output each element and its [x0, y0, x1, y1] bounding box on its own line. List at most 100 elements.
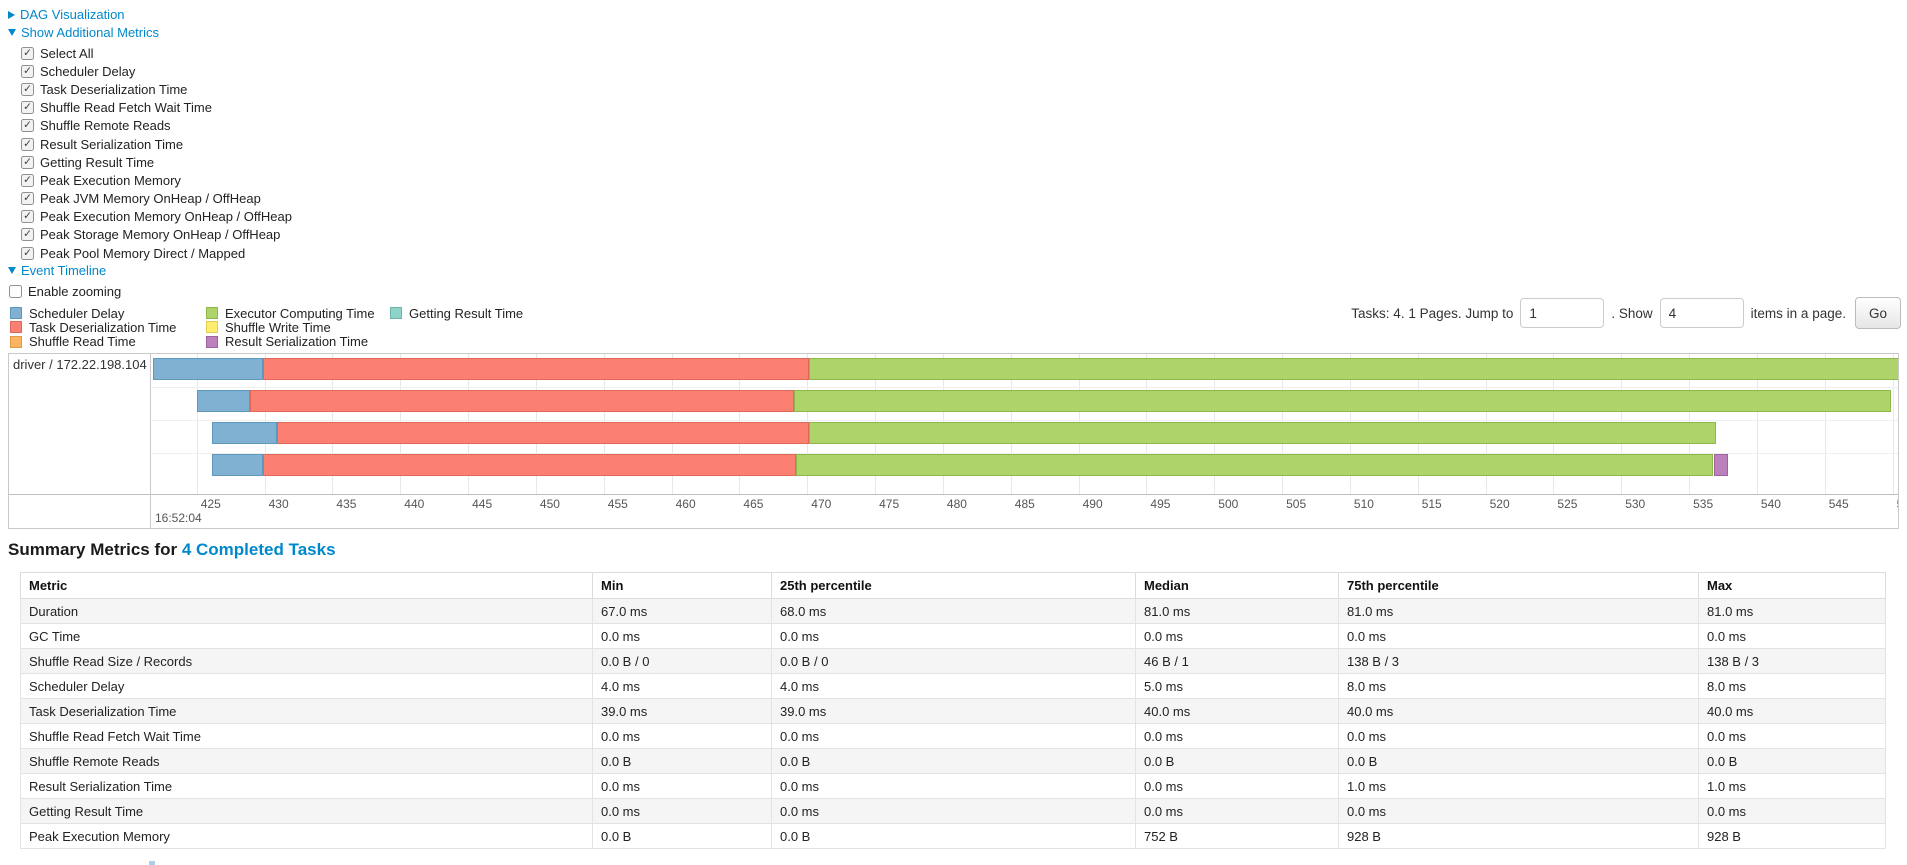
- metric-value-cell: 40.0 ms: [1338, 698, 1699, 724]
- axis-tick-label: 435: [336, 497, 357, 511]
- metric-value-cell: 0.0 B / 0: [771, 648, 1136, 674]
- metric-checkbox[interactable]: ✓: [21, 137, 34, 151]
- metric-value-cell: 0.0 ms: [1338, 623, 1699, 649]
- metric-checkbox[interactable]: ✓: [21, 101, 34, 115]
- metric-checkbox[interactable]: ✓: [21, 228, 34, 242]
- metric-checkbox-row[interactable]: ✓ Scheduler Delay: [21, 62, 292, 80]
- axis-tick-label: 500: [1218, 497, 1239, 511]
- metric-name-cell: Peak Execution Memory: [20, 823, 593, 849]
- legend-swatch-icon: [206, 307, 218, 320]
- result-serialization-segment: [1713, 454, 1729, 476]
- metric-name-cell: Shuffle Remote Reads: [20, 748, 593, 774]
- metric-checkbox-row[interactable]: ✓ Result Serialization Time: [21, 135, 292, 153]
- metric-checkbox-row[interactable]: ✓ Peak Storage Memory OnHeap / OffHeap: [21, 226, 292, 244]
- metric-checkbox-label: Result Serialization Time: [40, 136, 184, 152]
- metric-checkbox-label: Shuffle Remote Reads: [40, 118, 171, 134]
- metric-value-cell: 68.0 ms: [771, 598, 1136, 624]
- summary-table-row: Peak Execution Memory 0.0 B 0.0 B 752 B 928 …: [20, 823, 1886, 849]
- metric-value-cell: 4.0 ms: [592, 673, 772, 699]
- executor-computing-segment: [808, 358, 1898, 380]
- metric-checkbox-row[interactable]: ✓ Select All: [21, 44, 292, 62]
- metric-checkbox-row[interactable]: ✓ Peak Pool Memory Direct / Mapped: [21, 244, 292, 262]
- completed-tasks-link[interactable]: 4 Completed Tasks: [181, 540, 336, 559]
- metric-checkbox-row[interactable]: ✓ Shuffle Read Fetch Wait Time: [21, 99, 292, 117]
- metric-value-cell: 0.0 ms: [592, 623, 772, 649]
- metric-checkbox-label: Peak Pool Memory Direct / Mapped: [40, 245, 246, 261]
- summary-table-row: Shuffle Remote Reads 0.0 B 0.0 B 0.0 B 0.0 B…: [20, 748, 1886, 774]
- collapsed-arrow-icon: [8, 10, 15, 19]
- metric-checkbox[interactable]: ✓: [21, 64, 34, 78]
- metric-checkbox-row[interactable]: ✓ Task Deserialization Time: [21, 80, 292, 98]
- legend-label: Shuffle Read Time: [29, 334, 136, 350]
- metric-checkbox-label: Shuffle Read Fetch Wait Time: [40, 100, 212, 116]
- event-timeline-toggle[interactable]: Event Timeline: [8, 263, 106, 278]
- metric-checkbox-row[interactable]: ✓ Peak JVM Memory OnHeap / OffHeap: [21, 190, 292, 208]
- summary-column-header: 75th percentile: [1338, 572, 1699, 599]
- axis-tick-label: 465: [743, 497, 764, 511]
- metric-checkbox-label: Task Deserialization Time: [40, 81, 188, 97]
- axis-tick-label: 485: [1014, 497, 1035, 511]
- axis-gridline: [1756, 354, 1758, 494]
- summary-column-header: Max: [1698, 572, 1886, 599]
- metric-value-cell: 0.0 ms: [592, 723, 772, 749]
- event-timeline-label: Event Timeline: [21, 263, 107, 278]
- metric-value-cell: 40.0 ms: [1698, 698, 1886, 724]
- metric-checkbox-row[interactable]: ✓ Peak Execution Memory: [21, 171, 292, 189]
- metric-checkbox[interactable]: ✓: [21, 46, 34, 60]
- metric-value-cell: 0.0 ms: [771, 623, 1136, 649]
- metric-checkbox[interactable]: ✓: [21, 246, 34, 260]
- metric-checkbox[interactable]: ✓: [21, 82, 34, 96]
- executor-label-column: driver / 172.22.198.104: [9, 354, 151, 528]
- legend-label: Task Deserialization Time: [29, 319, 177, 335]
- scheduler-delay-segment: [211, 454, 264, 476]
- legend-label: Shuffle Write Time: [225, 319, 331, 335]
- axis-tick-label: 430: [268, 497, 289, 511]
- metric-value-cell: 0.0 B: [592, 823, 772, 849]
- metric-value-cell: 0.0 B: [771, 748, 1136, 774]
- expanded-arrow-icon: [8, 267, 16, 274]
- legend-item: Shuffle Read Time: [10, 334, 206, 349]
- axis-tick-label: 525: [1557, 497, 1578, 511]
- summary-column-header: Min: [592, 572, 772, 599]
- legend-swatch-icon: [206, 335, 218, 348]
- metric-checkbox-row[interactable]: ✓ Shuffle Remote Reads: [21, 117, 292, 135]
- axis-tick-label: 550: [1897, 497, 1898, 511]
- metric-checkbox[interactable]: ✓: [21, 155, 34, 169]
- metric-value-cell: 0.0 ms: [1135, 773, 1339, 799]
- axis-tick-label: 445: [472, 497, 493, 511]
- task-bar[interactable]: [9, 454, 1898, 476]
- enable-zooming-checkbox[interactable]: [9, 284, 22, 298]
- metric-value-cell: 0.0 ms: [771, 773, 1136, 799]
- pagination-prefix-text: Tasks: 4. 1 Pages. Jump to: [1351, 305, 1514, 321]
- legend-swatch-icon: [10, 335, 22, 348]
- summary-table-row: Scheduler Delay 4.0 ms 4.0 ms 5.0 ms 8.0 ms 8…: [20, 673, 1886, 699]
- metric-checkbox[interactable]: ✓: [21, 192, 34, 206]
- axis-tick-label: 450: [539, 497, 560, 511]
- scheduler-delay-segment: [153, 358, 264, 380]
- task-bar[interactable]: [9, 358, 1898, 380]
- show-additional-metrics-toggle[interactable]: Show Additional Metrics: [8, 25, 159, 40]
- metric-value-cell: 0.0 B: [1698, 748, 1886, 774]
- metric-checkbox[interactable]: ✓: [21, 210, 34, 224]
- metric-checkbox-row[interactable]: ✓ Peak Execution Memory OnHeap / OffHeap: [21, 208, 292, 226]
- row-separator-line: [152, 387, 1898, 388]
- legend-item: Task Deserialization Time: [10, 320, 206, 335]
- items-per-page-input[interactable]: [1659, 298, 1744, 328]
- metric-checkbox-row[interactable]: ✓ Getting Result Time: [21, 153, 292, 171]
- go-button[interactable]: Go: [1854, 297, 1901, 329]
- enable-zooming-checkbox-row[interactable]: Enable zooming: [9, 282, 121, 300]
- metric-value-cell: 752 B: [1135, 823, 1339, 849]
- metric-checkbox-label: Getting Result Time: [40, 154, 155, 170]
- additional-metrics-list: ✓ Select All ✓ Scheduler Delay ✓ Task Deseria…: [21, 44, 292, 262]
- metric-checkbox-label: Peak Execution Memory: [40, 172, 181, 188]
- jump-to-page-input[interactable]: [1520, 298, 1605, 328]
- legend-item: Result Serialization Time: [206, 334, 390, 349]
- legend-label: Executor Computing Time: [225, 305, 375, 321]
- metric-checkbox[interactable]: ✓: [21, 119, 34, 133]
- axis-tick-label: 455: [607, 497, 628, 511]
- task-bar[interactable]: [9, 390, 1898, 412]
- task-bar[interactable]: [9, 422, 1898, 444]
- metric-checkbox[interactable]: ✓: [21, 173, 34, 187]
- dag-visualization-toggle[interactable]: DAG Visualization: [8, 7, 125, 22]
- metric-value-cell: 0.0 B: [771, 823, 1136, 849]
